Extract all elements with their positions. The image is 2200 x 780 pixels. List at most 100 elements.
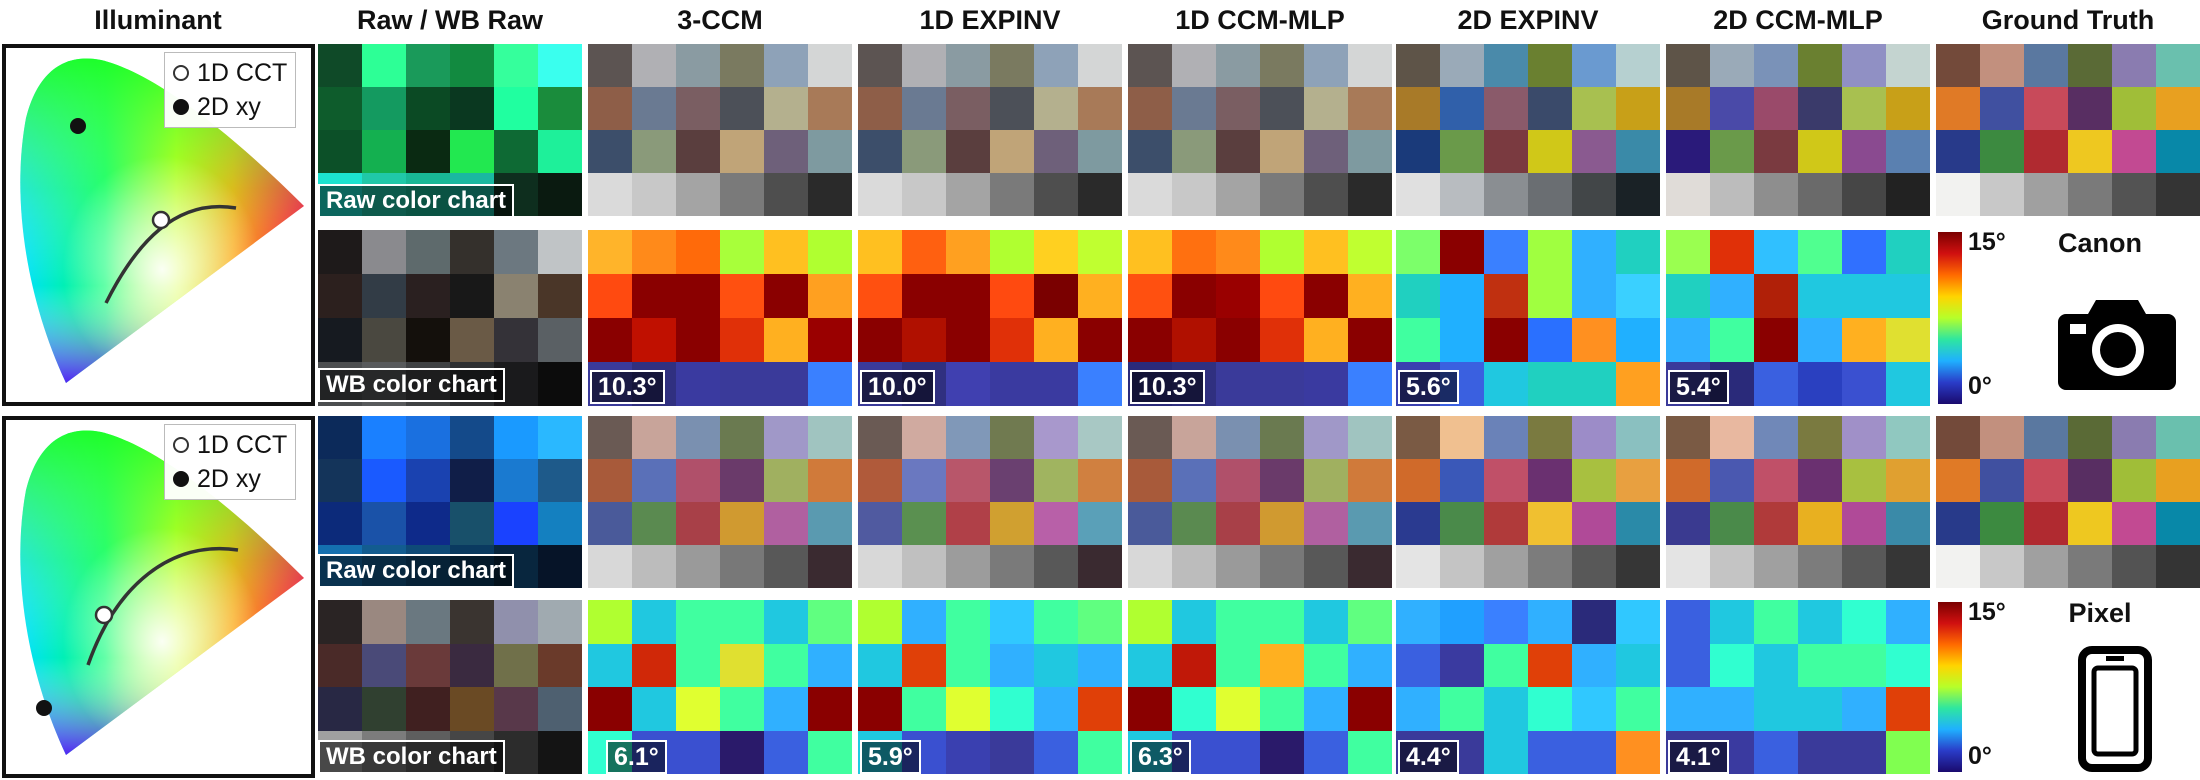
color-patch — [902, 502, 946, 545]
color-patch — [1172, 130, 1216, 173]
color-patch — [538, 274, 582, 318]
color-patch — [1666, 318, 1710, 362]
color-patch — [1980, 87, 2024, 130]
error-colorbar — [1938, 602, 1962, 772]
color-patch — [1128, 416, 1172, 459]
color-patch — [1348, 130, 1392, 173]
color-patch — [632, 274, 676, 318]
color-patch — [588, 130, 632, 173]
color-patch — [808, 318, 852, 362]
color-patch — [808, 274, 852, 318]
color-patch — [1528, 87, 1572, 130]
color-patch — [808, 600, 852, 644]
color-patch — [990, 416, 1034, 459]
color-patch — [1754, 545, 1798, 588]
color-patch — [494, 502, 538, 545]
color-patch — [808, 87, 852, 130]
illuminant-legend: 1D CCT 2D xy — [164, 424, 297, 500]
color-patch — [1842, 44, 1886, 87]
color-patch — [1128, 130, 1172, 173]
error-value: 5.9° — [860, 740, 921, 774]
color-patch — [1172, 87, 1216, 130]
color-patch — [1936, 173, 1980, 216]
chromaticity-diagram — [20, 430, 305, 755]
color-patch — [450, 230, 494, 274]
color-patch — [2024, 44, 2068, 87]
color-patch — [1666, 643, 1710, 687]
color-patch — [1666, 230, 1710, 274]
color-patch — [1754, 459, 1798, 502]
color-patch — [1528, 459, 1572, 502]
color-patch — [2112, 130, 2156, 173]
color-patch — [2068, 459, 2112, 502]
color-patch — [1798, 459, 1842, 502]
color-patch — [2024, 459, 2068, 502]
cct-point — [151, 210, 171, 230]
color-patch — [1172, 687, 1216, 731]
chromaticity-diagram — [20, 58, 305, 383]
color-patch — [406, 643, 450, 687]
color-patch — [676, 44, 720, 87]
open-circle-icon — [173, 437, 189, 453]
color-patch — [1396, 502, 1440, 545]
color-patch — [1034, 730, 1078, 774]
color-patch — [1396, 130, 1440, 173]
color-patch — [1842, 87, 1886, 130]
filled-circle-icon — [173, 99, 189, 115]
color-patch — [1572, 362, 1616, 406]
color-patch — [318, 643, 362, 687]
color-patch — [1034, 230, 1078, 274]
color-patch — [1616, 44, 1660, 87]
color-patch — [1710, 173, 1754, 216]
canon-color-chart-canon-raw — [318, 44, 582, 216]
color-patch — [990, 87, 1034, 130]
color-patch — [1936, 459, 1980, 502]
color-patch — [1842, 600, 1886, 644]
color-patch — [720, 416, 764, 459]
color-patch — [1304, 600, 1348, 644]
color-patch — [1886, 545, 1930, 588]
color-patch — [1260, 44, 1304, 87]
color-patch — [2024, 545, 2068, 588]
header-2d-ccm-mlp: 2D CCM-MLP — [1713, 5, 1883, 35]
color-patch — [1616, 362, 1660, 406]
color-patch — [1710, 130, 1754, 173]
color-patch — [764, 87, 808, 130]
illuminant-panel-canon: 1D CCT 2D xy — [2, 44, 315, 406]
color-patch — [902, 87, 946, 130]
color-patch — [1572, 130, 1616, 173]
color-patch — [1304, 44, 1348, 87]
color-patch — [362, 44, 406, 87]
color-patch — [588, 545, 632, 588]
color-patch — [1754, 687, 1798, 731]
color-patch — [1572, 173, 1616, 216]
color-patch — [1754, 643, 1798, 687]
pixel-error-map-pixel-err-1dexp — [858, 600, 1122, 774]
color-patch — [1980, 502, 2024, 545]
color-patch — [1798, 687, 1842, 731]
color-patch — [1260, 318, 1304, 362]
color-patch — [2024, 416, 2068, 459]
color-patch — [1572, 274, 1616, 318]
color-patch — [1798, 600, 1842, 644]
color-patch — [1078, 318, 1122, 362]
color-patch — [588, 318, 632, 362]
color-patch — [990, 600, 1034, 644]
color-patch — [1034, 459, 1078, 502]
color-patch — [588, 600, 632, 644]
color-patch — [676, 502, 720, 545]
color-patch — [1304, 318, 1348, 362]
color-patch — [946, 44, 990, 87]
color-patch — [1528, 130, 1572, 173]
color-patch — [1754, 362, 1798, 406]
color-patch — [990, 230, 1034, 274]
color-patch — [1216, 274, 1260, 318]
color-patch — [764, 416, 808, 459]
color-patch — [1260, 130, 1304, 173]
color-patch — [1616, 545, 1660, 588]
planckian-locus — [104, 204, 237, 304]
colorbar-min-label: 0° — [1968, 372, 1992, 400]
color-patch — [406, 87, 450, 130]
color-patch — [1616, 318, 1660, 362]
color-patch — [902, 44, 946, 87]
